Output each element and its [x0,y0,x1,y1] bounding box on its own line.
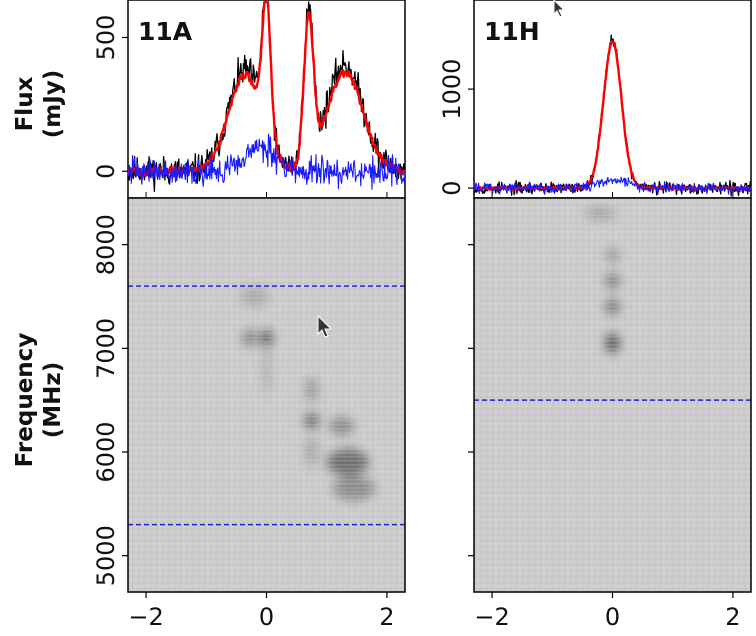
x-tick-label: −2 [128,603,163,631]
emission-blob [239,286,270,307]
emission-blob [329,416,354,436]
emission-blob [585,207,616,220]
dynamic-spectrum-11h: −2 0 2 [468,197,752,631]
frequency-axis-label: Frequency (MHz) [12,333,66,468]
y-tick-label: 1000 [438,59,466,120]
x-tick-label: 2 [725,603,740,631]
emission-blob [605,298,620,316]
flux-axis-label: Flux (mJy) [12,70,66,139]
frequency-axis-label-line1: Frequency [12,333,38,468]
emission-blob [242,329,257,347]
emission-blob [305,377,318,403]
emission-blob [304,412,319,430]
y-tick-label: 5000 [92,525,120,586]
emission-blob [326,448,369,476]
emission-blob [606,246,619,264]
flux-axis-label-line1: Flux [12,76,38,131]
emission-blob [605,272,620,290]
emission-blob [260,329,273,347]
emission-blob [332,475,375,501]
y-tick-label: 8000 [92,214,120,275]
mouse-cursor-icon [317,314,333,338]
x-tick-label: 2 [379,603,394,631]
y-tick-label: 0 [438,180,466,195]
y-tick-label: 7000 [92,318,120,379]
flux-panel-11a: 0 500 11A [92,0,407,199]
emission-blob [305,436,318,468]
flux-series-line [473,176,752,195]
emission-blob [605,332,620,354]
mouse-cursor-icon [553,0,566,18]
x-tick-label: 0 [605,603,620,631]
flux-axis-label-line2: (mJy) [40,70,66,139]
frequency-axis-label-line2: (MHz) [40,362,66,439]
flux-panel-11h: 0 1000 11H [438,0,752,199]
dynamic-spectrum-11a: 5000 6000 7000 8000 −2 0 2 [92,197,406,631]
y-tick-label: 0 [92,164,120,179]
x-tick-label: −2 [474,603,509,631]
panel-label-11h: 11H [484,17,540,46]
emission-blob [263,343,270,395]
y-tick-label: 500 [92,15,120,61]
y-tick-label: 6000 [92,421,120,482]
panel-label-11a: 11A [138,17,193,46]
x-tick-label: 0 [259,603,274,631]
flux-series-line [127,133,406,190]
